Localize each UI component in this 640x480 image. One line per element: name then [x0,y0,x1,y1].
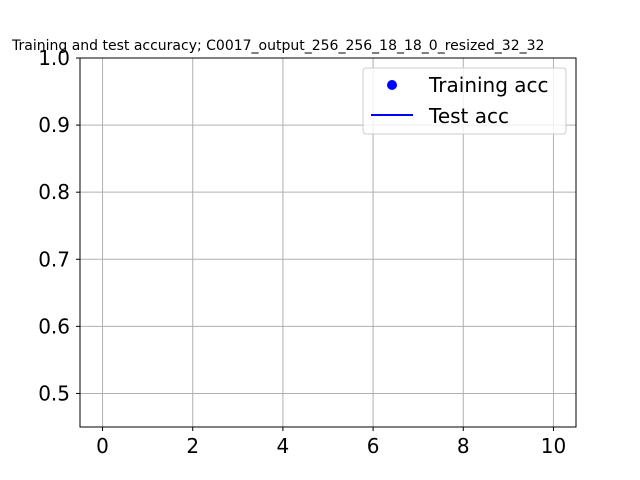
legend-box [362,67,567,135]
x-axis-ticks: 0 2 4 6 8 10 [96,427,566,458]
legend-marker-training [387,80,397,90]
y-tick-label: 1.0 [38,46,70,70]
x-tick-label: 8 [457,434,470,458]
y-axis-ticks: 0.5 0.6 0.7 0.8 0.9 1.0 [38,46,80,405]
legend-label-training: Training acc [428,73,549,97]
x-tick-label: 4 [277,434,290,458]
y-tick-label: 0.8 [38,180,70,204]
legend: Training acc Test acc [362,67,567,135]
y-tick-label: 0.5 [38,381,70,405]
x-tick-label: 0 [96,434,109,458]
x-tick-label: 10 [541,434,566,458]
y-tick-label: 0.6 [38,314,70,338]
x-tick-label: 2 [186,434,199,458]
chart-title: Training and test accuracy; C0017_output… [11,38,544,54]
x-tick-label: 6 [367,434,380,458]
legend-label-test: Test acc [428,104,509,128]
y-tick-label: 0.9 [38,113,70,137]
plot-frame [79,57,577,428]
y-tick-label: 0.7 [38,247,70,271]
